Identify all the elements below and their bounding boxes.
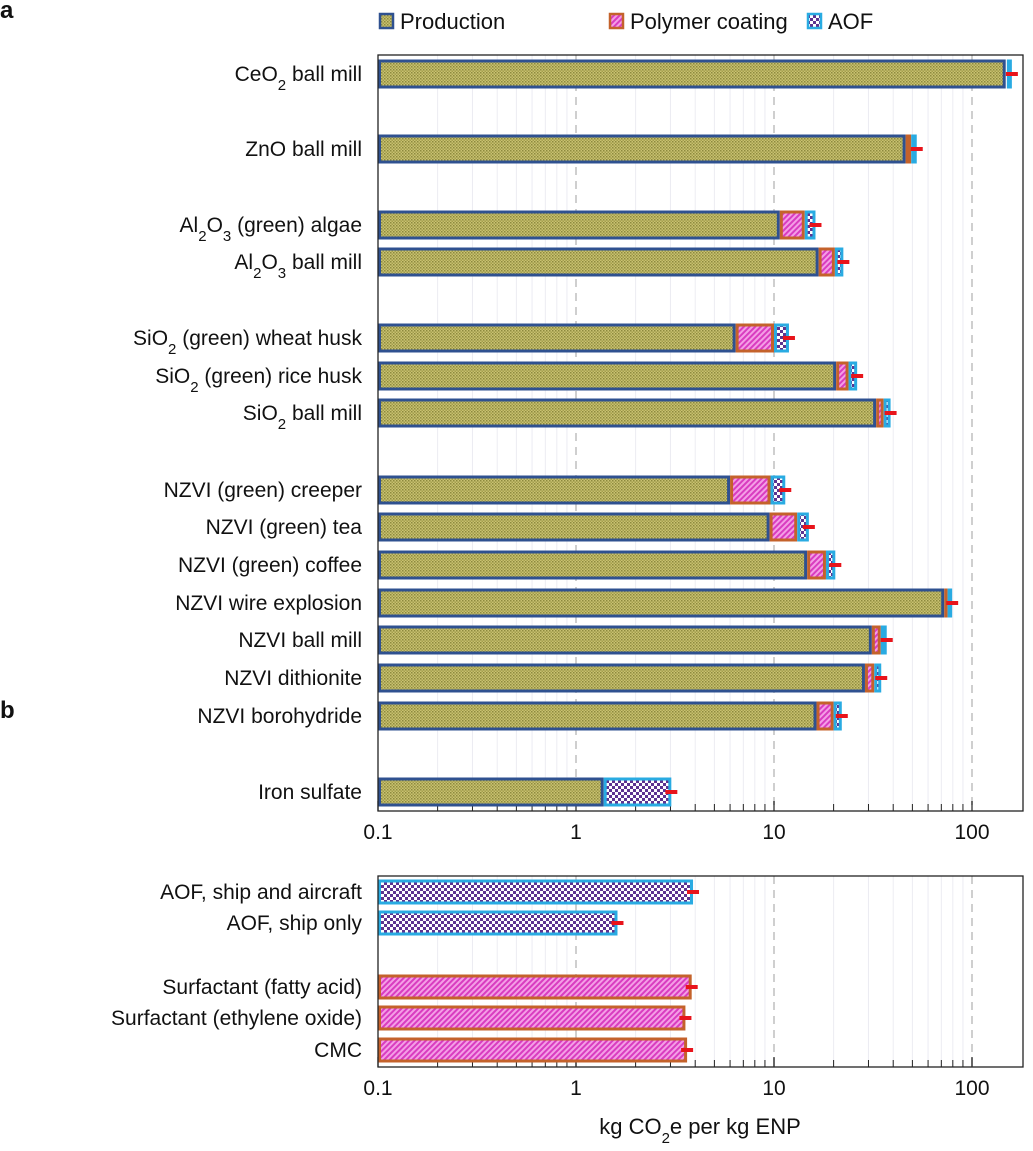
bar-segment-polymer-coating — [838, 363, 847, 389]
category-label: NZVI (green) coffee — [178, 554, 362, 577]
category-label: AOF, ship and aircraft — [160, 881, 362, 904]
bar-segment-production — [380, 400, 875, 426]
bar-segment-production — [380, 779, 603, 805]
legend-swatch-production — [380, 14, 393, 28]
category-label: NZVI borohydride — [197, 705, 362, 728]
bar-segment-polymer-coating — [866, 665, 872, 691]
category-label: Al2O3 (green) algae — [180, 214, 362, 245]
bar-segment-production — [380, 363, 835, 389]
category-label: NZVI (green) tea — [206, 516, 363, 539]
category-label: SiO2 (green) wheat husk — [133, 327, 362, 358]
category-label: CeO2 ball mill — [235, 63, 362, 94]
bar-segment-production — [380, 136, 905, 162]
legend-label: AOF — [828, 9, 873, 34]
bar-segment-production — [380, 627, 871, 653]
bar-segment-production — [380, 249, 818, 275]
bar-segment-polymer-coating — [737, 325, 772, 351]
panel-a-plot-area — [378, 55, 1023, 811]
bar-segment-production — [380, 590, 943, 616]
legend-swatch-polymer-coating — [610, 14, 623, 28]
bar-segment-polymer-coating — [781, 212, 803, 238]
panel-a-tick-label: 10 — [762, 821, 785, 844]
panel-label-b: b — [0, 697, 15, 724]
category-label: Surfactant (fatty acid) — [162, 976, 362, 999]
x-axis-label: kg CO2e per kg ENP — [599, 1114, 801, 1146]
bar-segment-polymer-coating — [809, 552, 825, 578]
category-label: ZnO ball mill — [245, 138, 362, 161]
bar — [380, 976, 691, 998]
bar-segment-production — [380, 552, 806, 578]
legend-label: Polymer coating — [630, 9, 788, 34]
bar — [380, 881, 692, 903]
panel-a-tick-label: 0.1 — [363, 821, 392, 844]
category-label: NZVI ball mill — [238, 629, 362, 652]
bar-segment-polymer-coating — [873, 627, 879, 653]
panel-b-tick-label: 0.1 — [363, 1077, 392, 1100]
panel-label-a: a — [0, 0, 14, 24]
legend-swatch-aof — [808, 14, 821, 28]
legend-label: Production — [400, 9, 505, 34]
bar — [380, 1039, 686, 1061]
category-label: NZVI (green) creeper — [164, 479, 362, 502]
category-label: AOF, ship only — [227, 912, 363, 935]
bar — [380, 912, 616, 934]
panel-b-tick-label: 10 — [762, 1077, 785, 1100]
category-label: Surfactant (ethylene oxide) — [111, 1007, 362, 1030]
category-label: Iron sulfate — [258, 781, 362, 804]
category-label: NZVI dithionite — [224, 667, 362, 690]
bar-segment-polymer-coating — [771, 514, 796, 540]
bar-segment-production — [380, 325, 735, 351]
bar-segment-polymer-coating — [732, 477, 769, 503]
panel-b-tick-label: 1 — [570, 1077, 582, 1100]
panel-b-tick-label: 100 — [954, 1077, 989, 1100]
bar-segment-production — [380, 61, 1005, 87]
category-label: SiO2 (green) rice husk — [155, 365, 362, 396]
category-label: Al2O3 ball mill — [234, 251, 362, 282]
bar-segment-polymer-coating — [878, 400, 883, 426]
bar-segment-production — [380, 212, 779, 238]
category-label: CMC — [314, 1039, 362, 1062]
bar-segment-production — [380, 665, 864, 691]
panel-a-tick-label: 1 — [570, 821, 582, 844]
bar — [380, 1007, 684, 1029]
category-label: SiO2 ball mill — [243, 402, 362, 433]
panel-a-tick-label: 100 — [954, 821, 989, 844]
bar-segment-polymer-coating — [818, 703, 832, 729]
category-label: NZVI wire explosion — [175, 592, 362, 615]
bar-segment-production — [380, 703, 816, 729]
bar-segment-aof — [605, 779, 670, 805]
bar-segment-polymer-coating — [820, 249, 833, 275]
bar-segment-production — [380, 477, 729, 503]
bar-segment-production — [380, 514, 769, 540]
bar-segment-polymer-coating — [907, 136, 910, 162]
